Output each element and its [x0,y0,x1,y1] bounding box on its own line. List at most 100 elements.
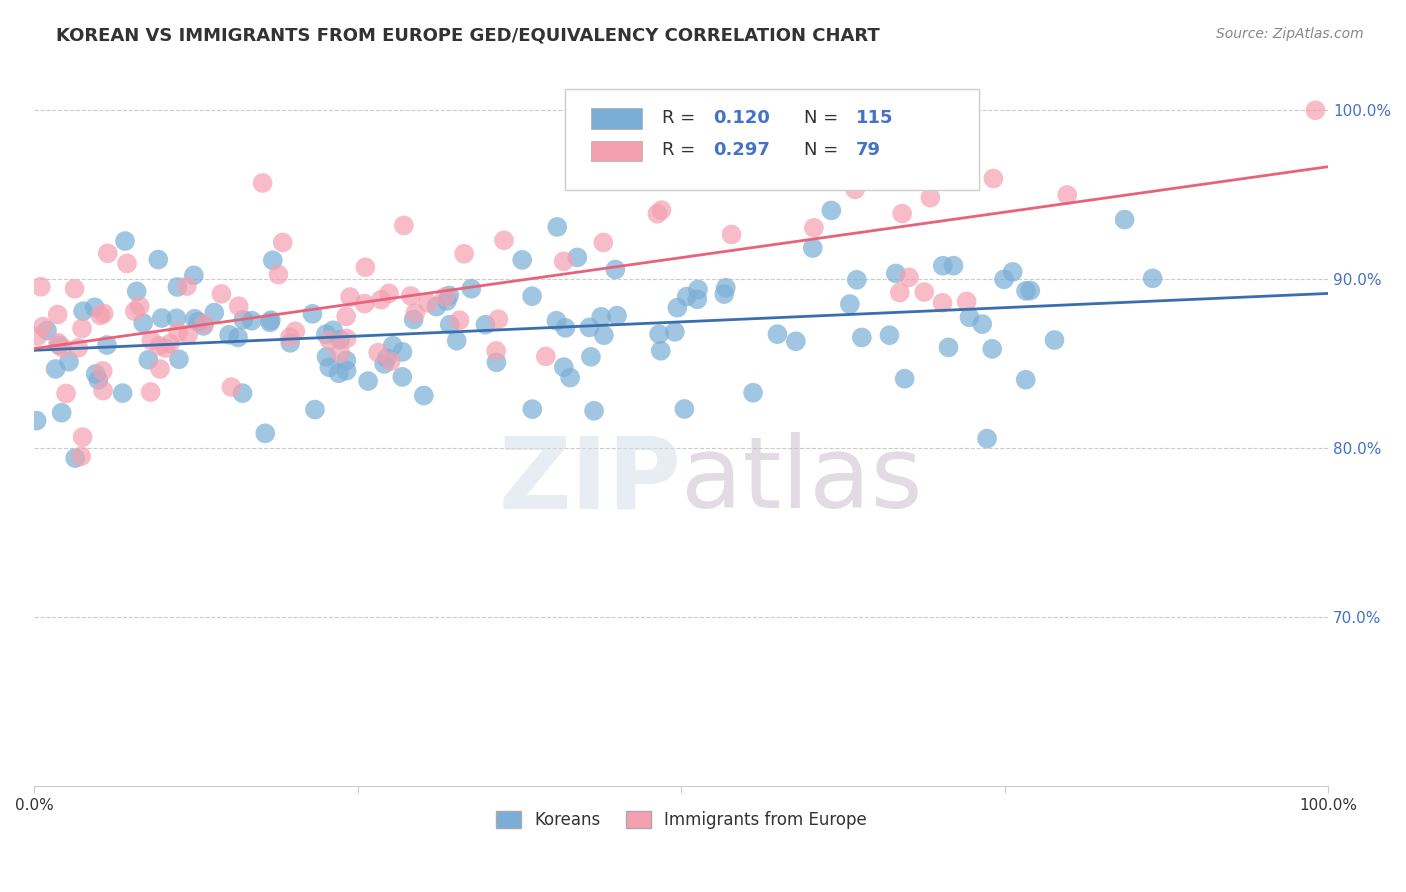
Point [983,171,1005,186]
Point [391,370,413,384]
Point [510,252,533,267]
Point [87,373,110,387]
Point [567,251,589,265]
Point [335,364,357,378]
Point [267,268,290,282]
Point [353,296,375,310]
Point [932,259,955,273]
Point [959,310,981,325]
Text: R =: R = [662,109,700,127]
Point [184,311,207,326]
Point [606,309,628,323]
Point [278,335,301,350]
Point [240,314,263,328]
Point [304,402,326,417]
Point [1056,187,1078,202]
Point [335,310,357,324]
Point [553,360,575,375]
Legend: Koreans, Immigrants from Europe: Koreans, Immigrants from Europe [489,804,873,836]
Point [686,283,709,297]
Point [354,260,377,275]
Point [416,296,439,310]
Point [226,330,249,344]
Point [339,290,361,304]
Point [91,384,114,398]
Point [993,272,1015,286]
Point [111,386,134,401]
Point [148,252,170,267]
Point [553,254,575,268]
Point [1015,284,1038,298]
Point [166,280,188,294]
Point [686,293,709,307]
Point [375,351,398,365]
Point [446,334,468,348]
Point [128,299,150,313]
Point [546,314,568,328]
Point [485,355,508,369]
Point [664,325,686,339]
Point [720,227,742,242]
Point [176,279,198,293]
Point [221,380,243,394]
Point [55,386,77,401]
Point [114,234,136,248]
Point [675,289,697,303]
Point [51,341,73,355]
Point [486,312,509,326]
Point [373,357,395,371]
Point [912,285,935,299]
Point [63,451,86,466]
Point [392,219,415,233]
Point [593,328,616,343]
Point [259,315,281,329]
Point [202,305,225,319]
Point [522,402,544,417]
Point [336,331,359,345]
Point [1114,212,1136,227]
Point [785,334,807,349]
Text: 115: 115 [856,109,893,127]
Point [938,340,960,354]
Point [972,317,994,331]
Point [1305,103,1327,118]
Point [328,366,350,380]
Point [97,246,120,260]
Point [647,207,669,221]
Point [329,333,352,347]
Point [46,335,69,350]
Point [546,219,568,234]
Point [402,312,425,326]
Point [485,343,508,358]
Point [357,374,380,388]
Point [713,287,735,301]
Point [136,352,159,367]
Point [404,306,426,320]
Point [666,301,689,315]
Point [820,203,842,218]
Point [891,206,914,220]
Point [583,404,606,418]
Point [955,294,977,309]
Text: atlas: atlas [682,433,922,529]
Point [322,323,344,337]
Point [803,220,825,235]
Point [893,372,915,386]
Point [920,191,942,205]
Point [560,370,582,384]
Point [63,282,86,296]
Point [254,426,277,441]
Point [141,334,163,348]
Point [232,386,254,401]
Point [737,154,759,169]
Point [301,307,323,321]
Point [889,285,911,300]
Point [650,203,672,218]
Point [439,318,461,332]
Point [976,432,998,446]
Text: Source: ZipAtlas.com: Source: ZipAtlas.com [1216,27,1364,41]
Point [159,336,181,351]
Point [1043,333,1066,347]
Point [115,256,138,270]
Point [58,355,80,369]
